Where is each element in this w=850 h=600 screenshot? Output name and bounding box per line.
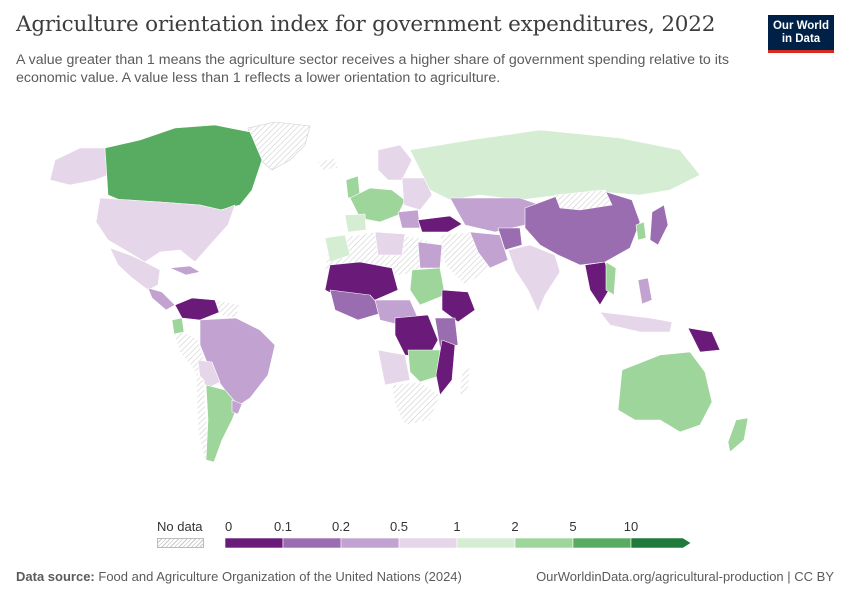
region-iran[interactable] bbox=[469, 231, 509, 269]
region-uruguay[interactable] bbox=[231, 399, 243, 415]
region-png[interactable] bbox=[687, 327, 721, 353]
region-northern-south-america[interactable] bbox=[174, 297, 221, 321]
legend-tick-label: 0.1 bbox=[274, 519, 292, 534]
data-source: Data source: Food and Agriculture Organi… bbox=[16, 569, 462, 584]
region-alaska[interactable] bbox=[49, 147, 109, 186]
region-argentina[interactable] bbox=[205, 384, 239, 463]
legend-bin-7[interactable] bbox=[630, 537, 692, 549]
legend-tick-label: 5 bbox=[569, 519, 576, 534]
owid-logo[interactable]: Our World in Data bbox=[768, 15, 834, 53]
legend-bin-2[interactable] bbox=[340, 537, 400, 549]
legend-tick-label: 0 bbox=[225, 519, 232, 534]
region-southeast-asia[interactable] bbox=[584, 261, 613, 306]
region-angola[interactable] bbox=[377, 349, 411, 386]
region-mongolia[interactable] bbox=[554, 189, 613, 211]
logo-line-2: in Data bbox=[781, 32, 821, 45]
legend-tick-label: 10 bbox=[624, 519, 638, 534]
region-korea[interactable] bbox=[635, 221, 647, 241]
region-central-america[interactable] bbox=[147, 287, 176, 311]
region-russia[interactable] bbox=[409, 129, 701, 201]
region-new-zealand[interactable] bbox=[727, 417, 749, 453]
region-southern-africa[interactable] bbox=[391, 381, 441, 426]
legend-tick-label: 0.2 bbox=[332, 519, 350, 534]
region-japan[interactable] bbox=[649, 204, 669, 246]
region-caribbean[interactable] bbox=[169, 265, 201, 276]
legend-bin-3[interactable] bbox=[398, 537, 458, 549]
region-iceland[interactable] bbox=[317, 157, 339, 171]
source-url[interactable]: OurWorldinData.org/agricultural-producti… bbox=[536, 569, 834, 584]
region-algeria[interactable] bbox=[374, 231, 406, 256]
region-indonesia[interactable] bbox=[599, 311, 673, 333]
region-iberia[interactable] bbox=[344, 213, 367, 233]
chart-title: Agriculture orientation index for govern… bbox=[16, 12, 716, 37]
region-mozambique[interactable] bbox=[435, 339, 456, 396]
region-usa[interactable] bbox=[95, 197, 236, 263]
region-morocco[interactable] bbox=[324, 234, 351, 263]
data-source-text[interactable]: Food and Agriculture Organization of the… bbox=[98, 569, 462, 584]
legend-no-data-label: No data bbox=[157, 519, 203, 534]
legend-tick-label: 2 bbox=[511, 519, 518, 534]
region-balkans[interactable] bbox=[397, 209, 421, 229]
legend-bin-5[interactable] bbox=[514, 537, 574, 549]
legend-no-data-swatch[interactable] bbox=[157, 538, 204, 548]
region-india[interactable] bbox=[507, 244, 561, 313]
logo-line-1: Our World bbox=[772, 19, 829, 32]
region-mexico[interactable] bbox=[109, 247, 161, 291]
region-ethiopia[interactable] bbox=[441, 289, 476, 323]
region-west-africa[interactable] bbox=[329, 289, 386, 321]
legend-color-scale: 0 0.1 0.2 0.5 1 2 5 10 bbox=[224, 519, 692, 549]
data-source-label: Data source: bbox=[16, 569, 95, 584]
region-scandinavia[interactable] bbox=[377, 144, 413, 181]
region-east-africa[interactable] bbox=[434, 317, 459, 349]
region-ecuador[interactable] bbox=[171, 317, 185, 335]
legend-bin-0[interactable] bbox=[224, 537, 284, 549]
region-vietnam[interactable] bbox=[605, 261, 617, 296]
world-map[interactable] bbox=[0, 110, 850, 510]
region-zambia[interactable] bbox=[407, 349, 443, 383]
region-guianas[interactable] bbox=[214, 299, 241, 319]
region-philippines[interactable] bbox=[637, 277, 653, 305]
legend-bin-1[interactable] bbox=[282, 537, 342, 549]
legend-tick-label: 0.5 bbox=[390, 519, 408, 534]
region-sahel[interactable] bbox=[324, 261, 399, 301]
region-china[interactable] bbox=[524, 189, 641, 266]
region-turkey[interactable] bbox=[417, 215, 463, 233]
legend-bin-6[interactable] bbox=[572, 537, 632, 549]
legend-tick-label: 1 bbox=[453, 519, 460, 534]
region-canada[interactable] bbox=[104, 124, 263, 211]
legend-bin-4[interactable] bbox=[456, 537, 516, 549]
region-egypt[interactable] bbox=[417, 241, 443, 269]
region-afghanistan[interactable] bbox=[497, 227, 523, 251]
region-madagascar[interactable] bbox=[459, 367, 471, 396]
region-eastern-europe[interactable] bbox=[401, 177, 433, 211]
region-sudan[interactable] bbox=[409, 267, 446, 306]
region-australia[interactable] bbox=[617, 351, 713, 433]
chart-subtitle: A value greater than 1 means the agricul… bbox=[16, 52, 729, 86]
